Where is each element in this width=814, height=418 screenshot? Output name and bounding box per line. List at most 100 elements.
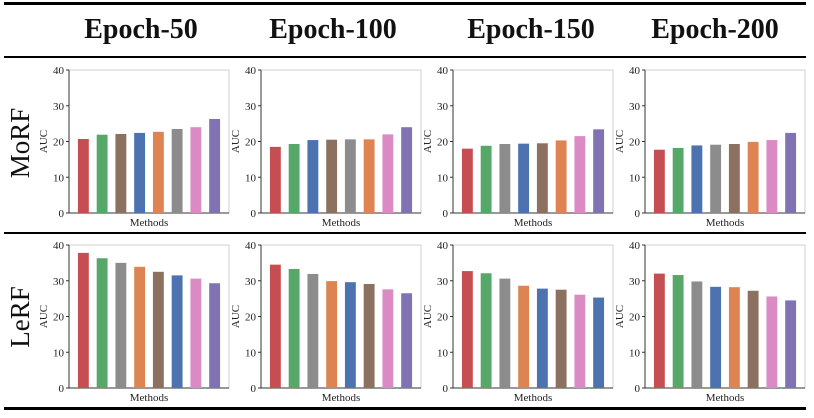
bar: [480, 273, 492, 388]
x-axis-label: Methods: [514, 392, 553, 404]
y-tick-label: 40: [629, 65, 641, 77]
y-tick-label: 0: [443, 208, 449, 220]
header-rule: [4, 56, 806, 58]
y-axis-label: AUC: [614, 130, 626, 153]
y-tick-label: 10: [629, 347, 641, 359]
bar: [672, 275, 684, 388]
bar: [152, 271, 164, 388]
bar: [77, 252, 89, 388]
bar: [96, 258, 108, 388]
bar: [96, 134, 108, 213]
y-tick-label: 10: [245, 172, 257, 184]
bar: [190, 127, 202, 213]
y-tick-label: 40: [53, 65, 65, 77]
bar: [401, 127, 413, 213]
y-tick-label: 10: [245, 347, 257, 359]
chart-lerf-epoch-200: 0 10 20 30 40 Methods AUC: [614, 240, 806, 404]
row-label-morf: MoRF: [5, 107, 35, 179]
bar: [499, 278, 511, 388]
y-tick-label: 30: [245, 101, 257, 113]
column-header-epoch-150: Epoch-150: [467, 14, 595, 45]
plot-frame: [644, 69, 806, 214]
bar: [785, 300, 797, 388]
bar: [747, 290, 759, 388]
bar: [728, 287, 740, 388]
plot-frame: [452, 69, 614, 214]
y-tick-label: 30: [245, 276, 257, 288]
bar: [134, 132, 146, 213]
bar: [653, 273, 665, 388]
y-tick-label: 30: [629, 101, 641, 113]
plot-frame: [644, 244, 806, 389]
bar: [593, 297, 605, 388]
column-header-epoch-200: Epoch-200: [651, 14, 779, 45]
y-tick-label: 10: [629, 172, 641, 184]
bar: [766, 140, 778, 213]
y-tick-label: 30: [629, 276, 641, 288]
y-tick-label: 0: [635, 208, 641, 220]
bar: [326, 281, 338, 388]
y-tick-label: 0: [59, 208, 65, 220]
plot-frame: [452, 244, 614, 389]
y-tick-label: 40: [245, 240, 257, 252]
y-tick-label: 10: [437, 172, 449, 184]
y-tick-label: 0: [635, 383, 641, 395]
bar: [747, 141, 759, 213]
bar: [344, 139, 356, 213]
y-tick-label: 40: [245, 65, 257, 77]
bar: [691, 281, 703, 388]
y-tick-label: 20: [437, 137, 449, 149]
row-label-lerf: LeRF: [5, 286, 35, 348]
y-tick-label: 20: [53, 137, 65, 149]
chart-lerf-epoch-150: 0 10 20 30 40 Methods AUC: [422, 240, 614, 404]
plot-frame: [260, 69, 422, 214]
bar: [382, 289, 394, 388]
y-tick-label: 30: [437, 276, 449, 288]
chart-lerf-epoch-50: 0 10 20 30 40 Methods AUC: [38, 240, 230, 404]
bar: [536, 143, 548, 213]
y-tick-label: 30: [53, 101, 65, 113]
y-axis-label: AUC: [422, 130, 434, 153]
chart-morf-epoch-50: 0 10 20 30 40 Methods AUC: [38, 65, 230, 229]
bar: [171, 128, 183, 213]
y-tick-label: 0: [251, 208, 257, 220]
x-axis-label: Methods: [706, 217, 745, 229]
bar: [574, 294, 586, 388]
bar: [728, 144, 740, 213]
bar: [344, 282, 356, 388]
row-separator-rule: [4, 232, 806, 234]
bar: [672, 147, 684, 213]
y-tick-label: 40: [437, 65, 449, 77]
y-tick-label: 40: [629, 240, 641, 252]
y-tick-label: 40: [53, 240, 65, 252]
x-axis-label: Methods: [130, 217, 169, 229]
bottom-rule: [4, 407, 806, 410]
y-axis-label: AUC: [230, 305, 242, 328]
bar: [555, 140, 567, 213]
bar: [152, 131, 164, 213]
bar: [77, 138, 89, 213]
y-tick-label: 0: [443, 383, 449, 395]
bar: [363, 139, 375, 213]
bar: [461, 271, 473, 388]
y-tick-label: 0: [251, 383, 257, 395]
top-rule: [4, 2, 806, 5]
y-tick-label: 20: [245, 137, 257, 149]
y-tick-label: 20: [629, 312, 641, 324]
bar: [190, 278, 202, 388]
bar: [307, 273, 319, 388]
y-tick-label: 20: [53, 312, 65, 324]
bar: [785, 132, 797, 213]
bar: [574, 136, 586, 213]
bar: [480, 145, 492, 213]
bar: [288, 268, 300, 388]
bar: [171, 275, 183, 388]
y-axis-label: AUC: [38, 130, 50, 153]
y-tick-label: 10: [437, 347, 449, 359]
bar: [269, 146, 281, 213]
y-axis-label: AUC: [614, 305, 626, 328]
bar: [536, 288, 548, 388]
y-tick-label: 10: [53, 347, 65, 359]
chart-morf-epoch-200: 0 10 20 30 40 Methods AUC: [614, 65, 806, 229]
y-axis-label: AUC: [38, 305, 50, 328]
